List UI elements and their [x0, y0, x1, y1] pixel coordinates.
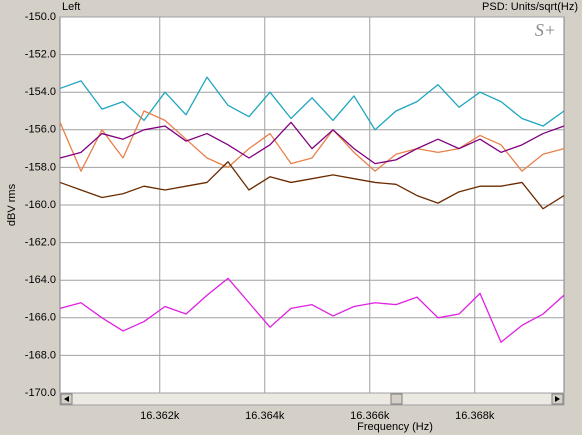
scroll-track: [59, 392, 565, 406]
x-axis-label: Frequency (Hz): [357, 421, 433, 433]
x-tick-label: 16.364k: [245, 410, 285, 422]
x-tick-label: 16.362k: [140, 410, 180, 422]
chart-title: Left: [62, 1, 80, 13]
arrow-icon: [555, 396, 560, 402]
series-line: [59, 161, 565, 210]
series-line: [59, 76, 565, 131]
y-tick-label: -164.0: [25, 274, 56, 286]
scrollbar[interactable]: [59, 392, 565, 406]
logo: S+: [535, 20, 556, 40]
x-tick-label: 16.368k: [455, 410, 495, 422]
y-tick-label: -162.0: [25, 237, 56, 249]
y-tick-label: -158.0: [25, 161, 56, 173]
series-line: [59, 121, 565, 165]
y-tick-label: -156.0: [25, 124, 56, 136]
y-axis-label: dBV rms: [6, 183, 18, 226]
y-tick-label: -168.0: [25, 349, 56, 361]
y-tick-label: -152.0: [25, 49, 56, 61]
series-line: [59, 277, 565, 343]
y-tick-label: -160.0: [25, 199, 56, 211]
arrow-icon: [64, 396, 69, 402]
scroll-thumb[interactable]: [390, 393, 403, 405]
y-tick-label: -166.0: [25, 312, 56, 324]
series-line: [59, 110, 565, 172]
y-tick-label: -170.0: [25, 387, 56, 399]
y-tick-label: -150.0: [25, 11, 56, 23]
chart-subtitle: PSD: Units/sqrt(Hz): [482, 1, 578, 13]
y-tick-label: -154.0: [25, 86, 56, 98]
x-tick-label: 16.366k: [350, 410, 390, 422]
